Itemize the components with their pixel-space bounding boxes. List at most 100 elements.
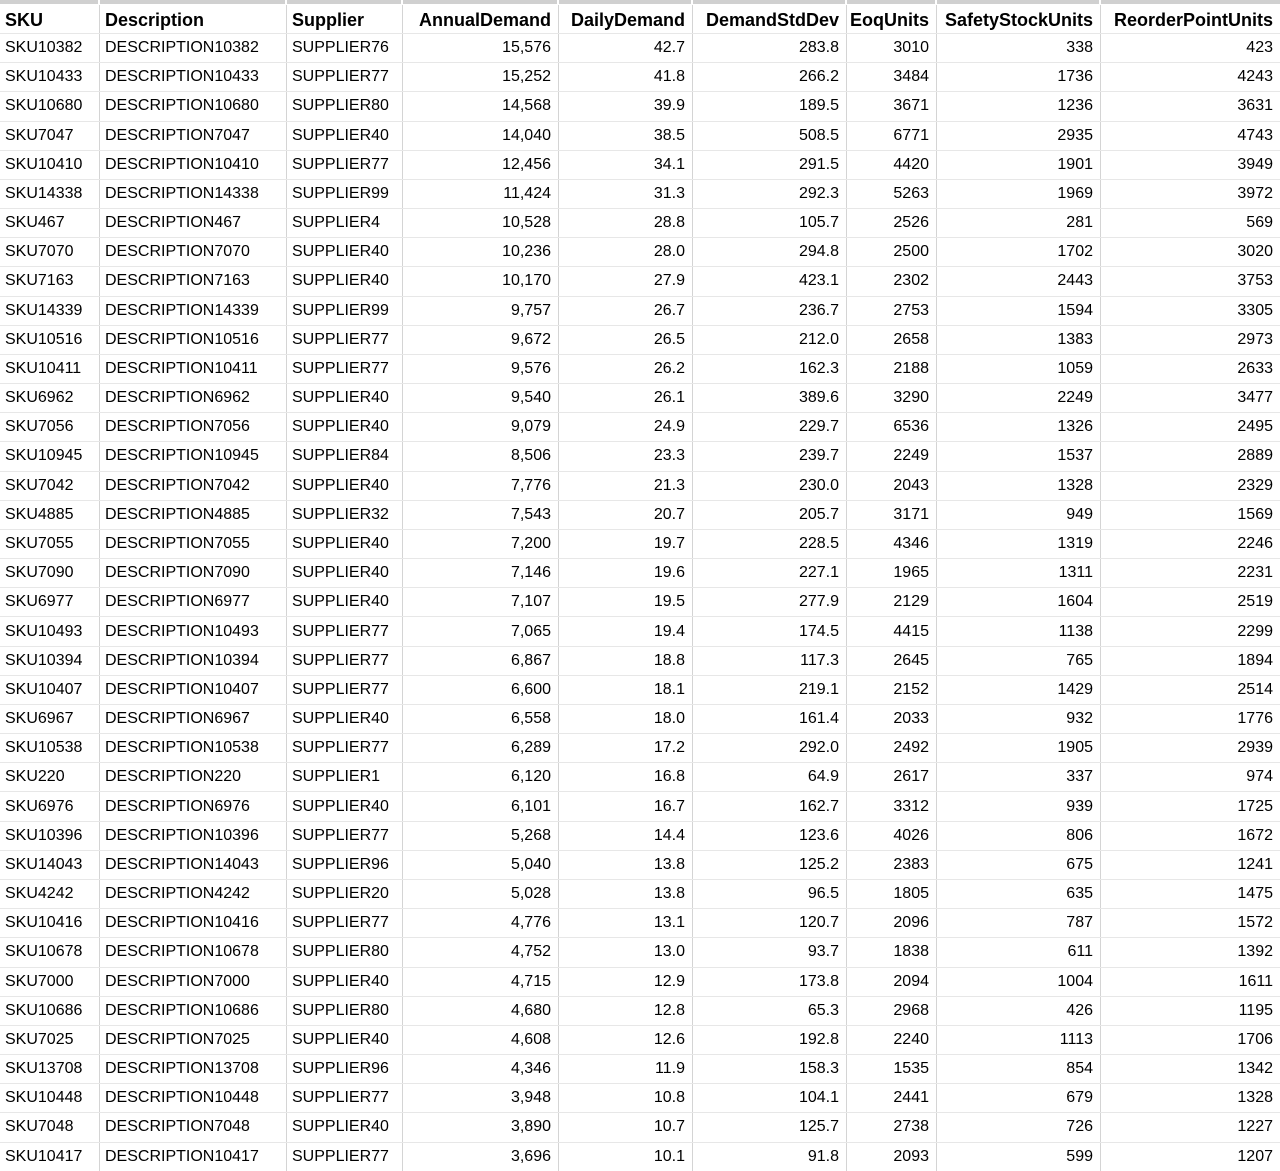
cell-dailydemand[interactable]: 13.8 xyxy=(559,850,693,879)
cell-supplier[interactable]: SUPPLIER40 xyxy=(287,529,403,559)
cell-sku[interactable]: SKU10493 xyxy=(0,617,100,646)
cell-annualdemand[interactable]: 10,236 xyxy=(403,238,559,267)
cell-sku[interactable]: SKU10416 xyxy=(0,909,100,938)
cell-sku[interactable]: SKU10411 xyxy=(0,354,100,384)
cell-annualdemand[interactable]: 6,101 xyxy=(403,792,559,821)
cell-description[interactable]: DESCRIPTION10417 xyxy=(100,1142,287,1171)
cell-dailydemand[interactable]: 13.0 xyxy=(559,938,693,967)
cell-eoqunits[interactable]: 2526 xyxy=(847,209,937,238)
cell-dailydemand[interactable]: 38.5 xyxy=(559,121,693,150)
cell-dailydemand[interactable]: 34.1 xyxy=(559,150,693,179)
cell-dailydemand[interactable]: 39.9 xyxy=(559,92,693,121)
cell-description[interactable]: DESCRIPTION13708 xyxy=(100,1055,287,1084)
cell-safetystockunits[interactable]: 2935 xyxy=(937,121,1101,150)
cell-sku[interactable]: SKU10516 xyxy=(0,325,100,354)
cell-annualdemand[interactable]: 5,268 xyxy=(403,821,559,850)
cell-reorderpointunits[interactable]: 1342 xyxy=(1237,1060,1273,1078)
cell-reorderpointunits[interactable]: 1328 xyxy=(1237,1089,1273,1107)
cell-sku[interactable]: SKU7163 xyxy=(0,267,100,296)
cell-supplier[interactable]: SUPPLIER77 xyxy=(287,909,403,938)
cell-description[interactable]: DESCRIPTION7055 xyxy=(100,529,287,559)
cell-eoqunits[interactable]: 1965 xyxy=(847,559,937,588)
cell-annualdemand[interactable]: 6,289 xyxy=(403,734,559,763)
cell-demandstddev[interactable]: 91.8 xyxy=(693,1142,847,1171)
cell-dailydemand[interactable]: 13.1 xyxy=(559,909,693,938)
cell-eoqunits[interactable]: 3312 xyxy=(847,792,937,821)
cell-demandstddev[interactable]: 239.7 xyxy=(693,442,847,471)
cell-dailydemand[interactable]: 18.0 xyxy=(559,704,693,734)
cell-reorderpointunits[interactable]: 1776 xyxy=(1237,710,1273,728)
cell-safetystockunits[interactable]: 679 xyxy=(937,1084,1101,1113)
cell-sku[interactable]: SKU10678 xyxy=(0,938,100,967)
cell-safetystockunits[interactable]: 726 xyxy=(937,1113,1101,1142)
cell-description[interactable]: DESCRIPTION7163 xyxy=(100,267,287,296)
cell-supplier[interactable]: SUPPLIER96 xyxy=(287,850,403,879)
cell-dailydemand[interactable]: 26.2 xyxy=(559,354,693,384)
cell-supplier[interactable]: SUPPLIER99 xyxy=(287,179,403,209)
cell-reorderpointunits[interactable]: 1725 xyxy=(1237,797,1273,815)
cell-supplier[interactable]: SUPPLIER77 xyxy=(287,646,403,675)
cell-sku[interactable]: SKU10394 xyxy=(0,646,100,675)
cell-safetystockunits[interactable]: 426 xyxy=(937,996,1101,1025)
cell-dailydemand[interactable]: 14.4 xyxy=(559,821,693,850)
cell-sku[interactable]: SKU10538 xyxy=(0,734,100,763)
cell-dailydemand[interactable]: 19.5 xyxy=(559,588,693,617)
cell-safetystockunits[interactable]: 787 xyxy=(937,909,1101,938)
cell-safetystockunits[interactable]: 2443 xyxy=(937,267,1101,296)
cell-supplier[interactable]: SUPPLIER77 xyxy=(287,1142,403,1171)
column-header-eoqunits[interactable]: EoqUnits xyxy=(847,5,937,33)
cell-reorderpointunits[interactable]: 3477 xyxy=(1237,389,1273,407)
cell-reorderpointunits[interactable]: 2495 xyxy=(1237,418,1273,436)
cell-demandstddev[interactable]: 229.7 xyxy=(693,413,847,442)
cell-safetystockunits[interactable]: 765 xyxy=(937,646,1101,675)
cell-annualdemand[interactable]: 12,456 xyxy=(403,150,559,179)
cell-supplier[interactable]: SUPPLIER76 xyxy=(287,34,403,63)
cell-demandstddev[interactable]: 117.3 xyxy=(693,646,847,675)
cell-reorderpointunits[interactable]: 2939 xyxy=(1237,739,1273,757)
cell-annualdemand[interactable]: 4,680 xyxy=(403,996,559,1025)
cell-safetystockunits[interactable]: 337 xyxy=(937,763,1101,792)
cell-description[interactable]: DESCRIPTION7090 xyxy=(100,559,287,588)
cell-eoqunits[interactable]: 2383 xyxy=(847,850,937,879)
cell-demandstddev[interactable]: 205.7 xyxy=(693,500,847,529)
cell-safetystockunits[interactable]: 1969 xyxy=(937,179,1101,209)
cell-reorderpointunits[interactable]: 2519 xyxy=(1237,593,1273,611)
cell-demandstddev[interactable]: 236.7 xyxy=(693,296,847,325)
cell-reorderpointunits[interactable]: 3753 xyxy=(1237,272,1273,290)
cell-reorderpointunits[interactable]: 1207 xyxy=(1237,1147,1273,1165)
cell-description[interactable]: DESCRIPTION6967 xyxy=(100,704,287,734)
cell-annualdemand[interactable]: 7,065 xyxy=(403,617,559,646)
cell-supplier[interactable]: SUPPLIER80 xyxy=(287,938,403,967)
cell-safetystockunits[interactable]: 1236 xyxy=(937,92,1101,121)
cell-demandstddev[interactable]: 96.5 xyxy=(693,879,847,909)
cell-supplier[interactable]: SUPPLIER77 xyxy=(287,354,403,384)
cell-supplier[interactable]: SUPPLIER77 xyxy=(287,617,403,646)
cell-description[interactable]: DESCRIPTION14338 xyxy=(100,179,287,209)
cell-supplier[interactable]: SUPPLIER80 xyxy=(287,92,403,121)
cell-eoqunits[interactable]: 6771 xyxy=(847,121,937,150)
cell-demandstddev[interactable]: 266.2 xyxy=(693,63,847,92)
cell-safetystockunits[interactable]: 1702 xyxy=(937,238,1101,267)
cell-eoqunits[interactable]: 3484 xyxy=(847,63,937,92)
cell-reorderpointunits[interactable]: 3020 xyxy=(1237,243,1273,261)
cell-safetystockunits[interactable]: 1537 xyxy=(937,442,1101,471)
cell-eoqunits[interactable]: 2129 xyxy=(847,588,937,617)
cell-eoqunits[interactable]: 2033 xyxy=(847,704,937,734)
cell-eoqunits[interactable]: 4420 xyxy=(847,150,937,179)
cell-description[interactable]: DESCRIPTION10396 xyxy=(100,821,287,850)
cell-annualdemand[interactable]: 6,867 xyxy=(403,646,559,675)
cell-description[interactable]: DESCRIPTION220 xyxy=(100,763,287,792)
cell-description[interactable]: DESCRIPTION6977 xyxy=(100,588,287,617)
cell-reorderpointunits[interactable]: 1475 xyxy=(1237,885,1273,903)
cell-demandstddev[interactable]: 277.9 xyxy=(693,588,847,617)
cell-supplier[interactable]: SUPPLIER99 xyxy=(287,296,403,325)
cell-dailydemand[interactable]: 24.9 xyxy=(559,413,693,442)
column-header-supplier[interactable]: Supplier xyxy=(287,5,403,33)
cell-annualdemand[interactable]: 11,424 xyxy=(403,179,559,209)
cell-dailydemand[interactable]: 19.4 xyxy=(559,617,693,646)
cell-supplier[interactable]: SUPPLIER80 xyxy=(287,996,403,1025)
cell-supplier[interactable]: SUPPLIER40 xyxy=(287,792,403,821)
cell-annualdemand[interactable]: 10,170 xyxy=(403,267,559,296)
cell-dailydemand[interactable]: 31.3 xyxy=(559,179,693,209)
cell-supplier[interactable]: SUPPLIER20 xyxy=(287,879,403,909)
